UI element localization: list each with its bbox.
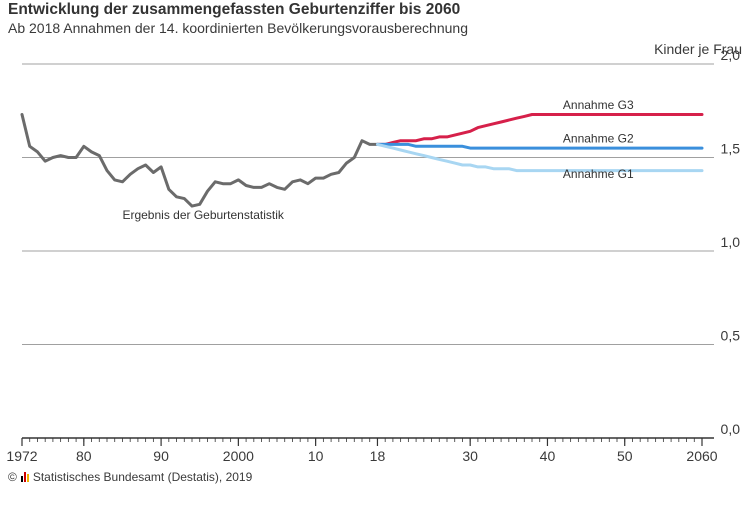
x-tick-label: 2060 [686, 448, 717, 464]
destatis-logo-icon [20, 472, 29, 482]
series-line-annahme-g2 [376, 142, 704, 150]
x-tick-label: 2000 [223, 448, 254, 464]
x-tick-label: 30 [462, 448, 478, 464]
chart-subtitle: Ab 2018 Annahmen der 14. koordinierten B… [8, 20, 468, 36]
x-tick-label: 1972 [6, 448, 37, 464]
copyright-symbol: © [8, 470, 17, 484]
series-annotation: Annahme G2 [563, 132, 634, 146]
source-note: © Statistisches Bundesamt (Destatis), 20… [8, 470, 252, 484]
source-text: Statistisches Bundesamt (Destatis), 2019 [32, 470, 253, 484]
x-tick-label: 18 [370, 448, 386, 464]
x-tick-label: 80 [76, 448, 92, 464]
y-tick-label: 1,0 [721, 234, 741, 250]
x-tick-label: 90 [153, 448, 169, 464]
series-annotation: Ergebnis der Geburtenstatistik [122, 208, 284, 222]
x-tick-label: 10 [308, 448, 324, 464]
y-tick-label: 2,0 [721, 47, 741, 63]
series-annotation: Annahme G1 [563, 167, 634, 181]
series-annotation: Annahme G3 [563, 98, 634, 112]
y-tick-label: 0,0 [721, 421, 741, 437]
chart-title: Entwicklung der zusammengefassten Geburt… [8, 1, 461, 18]
x-tick-label: 40 [540, 448, 556, 464]
y-tick-label: 1,5 [721, 141, 741, 157]
x-tick-label: 50 [617, 448, 633, 464]
series-line-ergebnis-der-geburtenstatistik [20, 113, 379, 208]
series-line-annahme-g1 [376, 142, 704, 173]
y-tick-label: 0,5 [721, 328, 741, 344]
y-axis-unit-label: Kinder je Frau [654, 41, 742, 57]
series-line-annahme-g3 [376, 113, 704, 146]
